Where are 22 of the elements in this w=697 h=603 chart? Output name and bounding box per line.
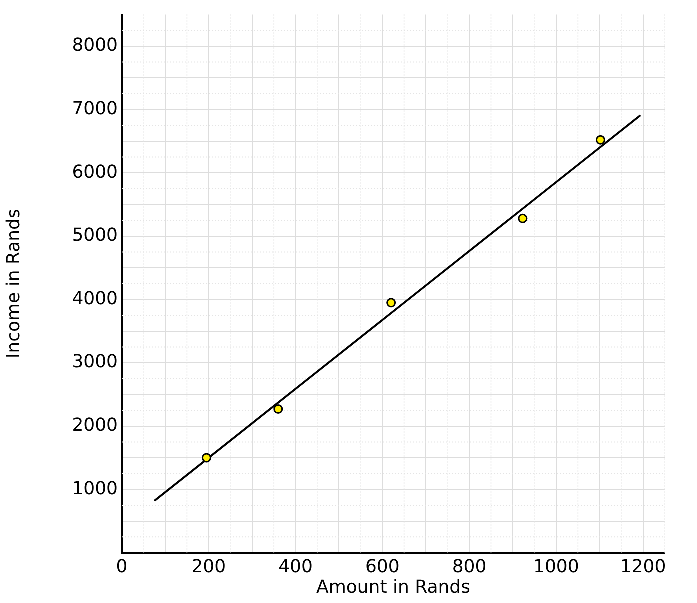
- x-axis-title: Amount in Rands: [316, 576, 470, 598]
- y-tick-label: 1000: [72, 478, 118, 500]
- y-tick-label: 7000: [72, 98, 118, 120]
- x-tick-label: 600: [365, 556, 400, 578]
- x-tick-label: 800: [452, 556, 487, 578]
- x-tick-label: 1200: [620, 556, 666, 578]
- y-tick-label: 2000: [72, 415, 118, 436]
- point: [274, 404, 284, 414]
- y-axis-title: Income in Rands: [3, 209, 24, 359]
- x-tick-label: 400: [278, 556, 313, 578]
- x-tick-label: 200: [192, 556, 226, 578]
- y-tick-label: 3000: [72, 352, 118, 373]
- y-tick-label: 5000: [72, 225, 118, 246]
- x-tick-label: 0: [116, 556, 128, 578]
- point: [386, 298, 396, 308]
- y-tick-label: 4000: [72, 288, 118, 310]
- y-tick-label: 8000: [72, 35, 118, 56]
- x-tick-label: 1000: [533, 556, 580, 578]
- point: [518, 214, 528, 224]
- y-tick-label: 6000: [72, 162, 118, 183]
- point: [596, 135, 606, 145]
- point: [202, 453, 212, 463]
